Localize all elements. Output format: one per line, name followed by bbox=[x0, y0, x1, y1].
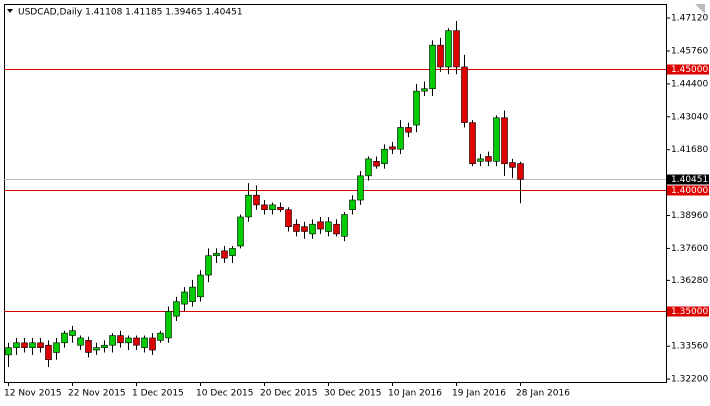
level-label-box bbox=[667, 64, 709, 75]
collapse-icon bbox=[7, 9, 13, 13]
level-label: 1.45000 bbox=[671, 65, 708, 75]
candle-body bbox=[205, 255, 212, 276]
candle-body bbox=[405, 127, 412, 133]
candle-body bbox=[213, 252, 220, 256]
candle-body bbox=[109, 335, 116, 346]
candle-body bbox=[469, 122, 476, 165]
candle-body bbox=[117, 335, 124, 344]
x-tick-label: 12 Nov 2015 bbox=[4, 389, 62, 399]
corner-marker bbox=[695, 4, 705, 14]
candle-body bbox=[253, 194, 260, 206]
candle-body bbox=[317, 221, 324, 230]
candle-body bbox=[293, 223, 300, 232]
y-tick-label: 1.44400 bbox=[671, 79, 708, 89]
candle-body bbox=[45, 344, 52, 361]
candle-body bbox=[373, 161, 380, 167]
candle-body bbox=[149, 337, 156, 351]
candle-body bbox=[357, 175, 364, 201]
candle-body bbox=[501, 117, 508, 165]
chart-title: USDCAD,Daily 1.41108 1.41185 1.39465 1.4… bbox=[18, 8, 243, 18]
level-label: 1.35000 bbox=[671, 307, 708, 317]
candle-body bbox=[261, 204, 268, 211]
x-tick-label: 28 Jan 2016 bbox=[516, 389, 570, 399]
candle-body bbox=[477, 158, 484, 162]
candle-body bbox=[77, 337, 84, 346]
candle-body bbox=[429, 44, 436, 90]
candle-body bbox=[269, 204, 276, 211]
x-tick-label: 30 Dec 2015 bbox=[324, 389, 382, 399]
y-tick-label: 1.38960 bbox=[671, 211, 708, 221]
candle-body bbox=[365, 158, 372, 177]
candle-body bbox=[333, 223, 340, 235]
candle-body bbox=[309, 223, 316, 235]
candle-body bbox=[381, 148, 388, 165]
candle-body bbox=[285, 209, 292, 227]
y-tick-label: 1.36280 bbox=[671, 276, 708, 286]
candle-body bbox=[37, 342, 44, 348]
y-tick-label: 1.43040 bbox=[671, 112, 708, 122]
candle-body bbox=[325, 221, 332, 232]
candle-body bbox=[445, 30, 452, 68]
candle-body bbox=[157, 332, 164, 341]
candle-body bbox=[493, 117, 500, 162]
candle-body bbox=[197, 274, 204, 298]
x-tick-label: 10 Jan 2016 bbox=[388, 389, 442, 399]
candle-body bbox=[421, 88, 428, 92]
current-price-box bbox=[667, 174, 709, 185]
candle-body bbox=[141, 337, 148, 348]
candle-body bbox=[101, 344, 108, 348]
candle-body bbox=[341, 214, 348, 237]
candle-body bbox=[277, 206, 284, 211]
y-tick-label: 1.47120 bbox=[671, 14, 708, 24]
y-tick-label: 1.41680 bbox=[671, 145, 708, 155]
x-tick-label: 10 Dec 2015 bbox=[196, 389, 254, 399]
candle-body bbox=[413, 90, 420, 126]
level-label-box bbox=[667, 185, 709, 196]
candle-body bbox=[21, 342, 28, 348]
candle-body bbox=[29, 342, 36, 348]
candle-body bbox=[85, 340, 92, 353]
candle-body bbox=[485, 156, 492, 162]
y-tick-label: 1.33560 bbox=[671, 342, 708, 352]
x-tick-label: 19 Jan 2016 bbox=[452, 389, 506, 399]
candle-body bbox=[5, 347, 12, 356]
level-label-box bbox=[667, 306, 709, 317]
candle-body bbox=[389, 146, 396, 150]
candle-body bbox=[453, 30, 460, 68]
candle-body bbox=[189, 286, 196, 302]
candle-body bbox=[229, 248, 236, 256]
candle-body bbox=[165, 311, 172, 339]
candle-body bbox=[301, 226, 308, 232]
candle-body bbox=[173, 301, 180, 317]
candle-body bbox=[461, 66, 468, 123]
y-tick-label: 1.45760 bbox=[671, 46, 708, 56]
candle-body bbox=[53, 342, 60, 353]
plot-frame bbox=[4, 4, 667, 383]
y-tick-label: 1.32200 bbox=[671, 375, 708, 385]
candle-body bbox=[221, 250, 228, 259]
candle-body bbox=[237, 216, 244, 247]
x-tick-label: 20 Dec 2015 bbox=[260, 389, 318, 399]
candle-body bbox=[437, 44, 444, 68]
candle-body bbox=[93, 347, 100, 351]
candle-body bbox=[13, 342, 20, 348]
candle-body bbox=[61, 332, 68, 344]
candle-body bbox=[125, 337, 132, 344]
candle-body bbox=[245, 194, 252, 218]
y-tick-label: 1.37600 bbox=[671, 244, 708, 254]
candle-body bbox=[349, 199, 356, 211]
candle-body bbox=[69, 330, 76, 336]
current-price-label: 1.40451 bbox=[671, 175, 708, 185]
candle-body bbox=[181, 291, 188, 305]
x-tick-label: 22 Nov 2015 bbox=[68, 389, 126, 399]
candle-body bbox=[397, 127, 404, 150]
candle-body bbox=[133, 337, 140, 346]
x-tick-label: 1 Dec 2015 bbox=[132, 389, 184, 399]
candle-body bbox=[509, 162, 516, 168]
level-label: 1.40000 bbox=[671, 186, 708, 196]
candle-body bbox=[517, 163, 524, 180]
